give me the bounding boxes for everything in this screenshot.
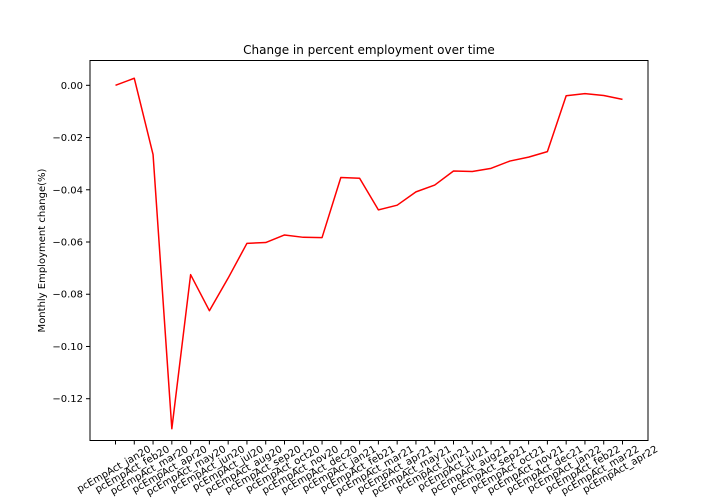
y-tick-label: −0.06 [52,238,83,249]
y-tick-label: 0.00 [61,81,83,92]
y-tick-label: −0.04 [52,185,83,196]
y-tick-label: −0.12 [52,394,83,405]
y-axis-label: Monthly Employment change(%) [37,168,48,332]
y-tick-label: −0.08 [52,290,83,301]
y-tick-label: −0.02 [52,133,83,144]
chart-title: Change in percent employment over time [243,43,495,57]
plot-frame [89,60,649,441]
series-line [115,77,623,430]
plot-layer: 0.00−0.02−0.04−0.06−0.08−0.10−0.12pcEmpA… [52,77,660,499]
y-tick-label: −0.10 [52,342,83,353]
